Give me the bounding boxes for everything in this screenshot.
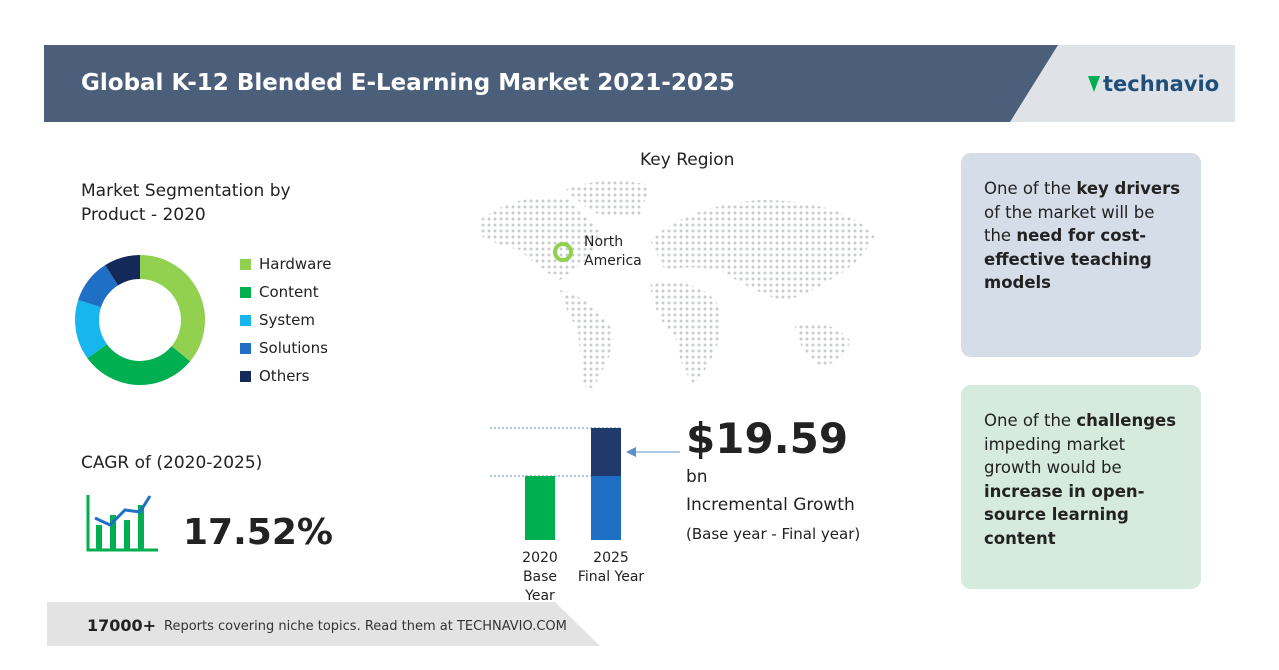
text: One of the — [984, 179, 1077, 198]
legend-item: Others — [240, 367, 309, 385]
highlight: key drivers — [1076, 179, 1181, 198]
legend-item: System — [240, 311, 315, 329]
text: One of the — [984, 411, 1077, 430]
donut-segment — [139, 255, 205, 362]
donut-chart — [75, 255, 205, 385]
header-title: Global K-12 Blended E-Learning Market 20… — [81, 70, 735, 96]
text: of the market will be the — [984, 202, 1155, 246]
drivers-card: One of the key drivers of the market wil… — [961, 153, 1201, 357]
highlight: increase in open-source learning content — [984, 481, 1145, 548]
growth-note: (Base year - Final year) — [686, 525, 861, 543]
legend-item: Solutions — [240, 339, 328, 357]
legend-label: Content — [259, 283, 319, 301]
bar-label: 2020 Base Year — [510, 549, 570, 606]
bar-label: 2025 Final Year — [571, 549, 651, 587]
highlight: challenges — [1076, 411, 1177, 430]
legend-item: Hardware — [240, 255, 331, 273]
cagr-label: CAGR of (2020-2025) — [81, 453, 263, 473]
donut-segment — [78, 265, 119, 308]
legend-swatch — [240, 314, 251, 326]
cagr-value: 17.52% — [183, 512, 333, 553]
region-label: North America — [584, 234, 642, 269]
bar-year: 2020 — [522, 550, 558, 566]
legend-swatch — [240, 286, 251, 298]
text: impeding market growth would be — [984, 434, 1126, 478]
legend-swatch — [240, 258, 251, 270]
bar-year: 2025 — [593, 550, 629, 566]
footer-text: Reports covering niche topics. Read them… — [164, 619, 567, 634]
key-region-title: Key Region — [640, 150, 735, 170]
logo: technavio — [1103, 72, 1220, 96]
donut-segment — [105, 255, 141, 286]
footer-count: 17000+ — [87, 616, 157, 635]
donut-segment — [87, 343, 191, 385]
bar-caption: Final Year — [577, 569, 645, 585]
legend-label: Others — [259, 367, 310, 385]
legend-swatch — [240, 370, 251, 382]
growth-amount: $19.59 — [686, 414, 849, 463]
legend-item: Content — [240, 283, 319, 301]
donut-segment — [75, 299, 108, 359]
growth-label: Incremental Growth — [686, 495, 855, 515]
legend-label: System — [259, 311, 315, 329]
segmentation-title: Market Segmentation by Product - 2020 — [81, 181, 291, 225]
highlight: need for cost-effective teaching models — [984, 226, 1152, 292]
legend-swatch — [240, 342, 251, 354]
legend-label: Hardware — [259, 255, 332, 273]
growth-unit: bn — [686, 467, 708, 487]
legend-label: Solutions — [259, 339, 328, 357]
bar-caption: Base Year — [522, 569, 558, 604]
challenges-card: One of the challenges impeding market gr… — [961, 385, 1201, 589]
